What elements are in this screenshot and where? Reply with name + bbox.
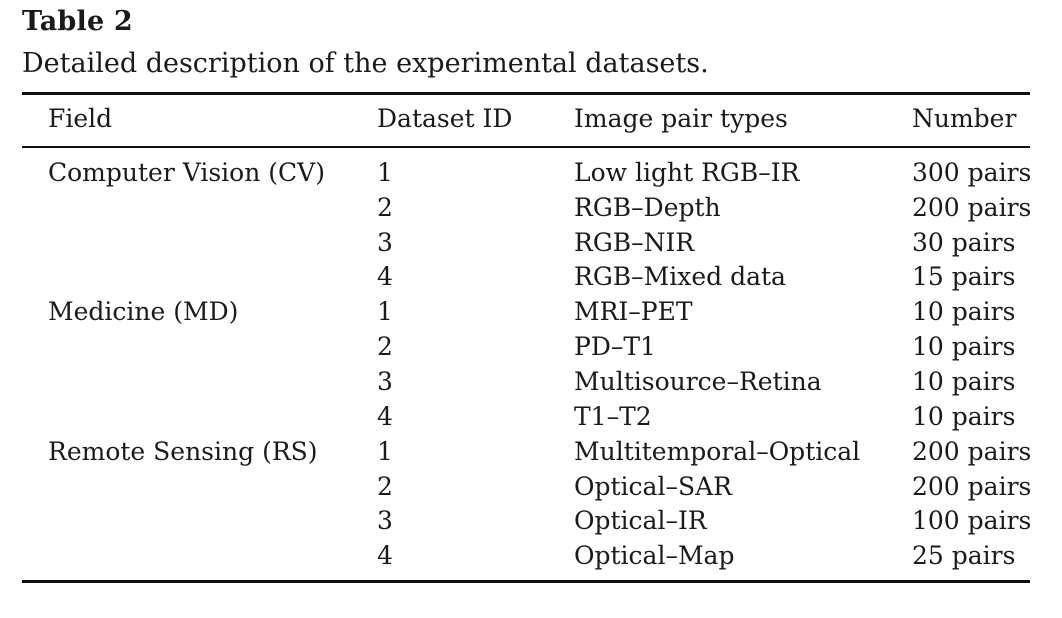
- table-caption: Detailed description of the experimental…: [22, 48, 709, 79]
- cell-number: 10 pairs: [912, 402, 1016, 431]
- cell-image-pair-type: Multisource–Retina: [574, 367, 822, 396]
- cell-dataset-id: 2: [377, 332, 393, 361]
- cell-image-pair-type: MRI–PET: [574, 297, 693, 326]
- top-rule: [22, 92, 1030, 95]
- cell-number: 200 pairs: [912, 437, 1032, 466]
- cell-image-pair-type: Optical–SAR: [574, 472, 732, 501]
- cell-dataset-id: 4: [377, 402, 393, 431]
- cell-image-pair-type: RGB–Depth: [574, 193, 721, 222]
- cell-image-pair-type: Optical–IR: [574, 506, 707, 535]
- header-rule: [22, 146, 1030, 148]
- cell-number: 10 pairs: [912, 332, 1016, 361]
- cell-number: 10 pairs: [912, 367, 1016, 396]
- cell-dataset-id: 4: [377, 541, 393, 570]
- header-image-pair-types: Image pair types: [574, 104, 788, 133]
- cell-dataset-id: 1: [377, 297, 393, 326]
- cell-number: 100 pairs: [912, 506, 1032, 535]
- cell-number: 15 pairs: [912, 262, 1016, 291]
- cell-field: Computer Vision (CV): [48, 158, 325, 187]
- cell-number: 200 pairs: [912, 472, 1032, 501]
- bottom-rule: [22, 580, 1030, 583]
- cell-dataset-id: 2: [377, 472, 393, 501]
- cell-image-pair-type: Multitemporal–Optical: [574, 437, 861, 466]
- header-number: Number: [912, 104, 1017, 133]
- header-field: Field: [48, 104, 113, 133]
- cell-number: 30 pairs: [912, 228, 1016, 257]
- cell-number: 25 pairs: [912, 541, 1016, 570]
- cell-image-pair-type: RGB–Mixed data: [574, 262, 786, 291]
- cell-image-pair-type: Low light RGB–IR: [574, 158, 800, 187]
- cell-image-pair-type: RGB–NIR: [574, 228, 695, 257]
- cell-image-pair-type: Optical–Map: [574, 541, 735, 570]
- cell-dataset-id: 3: [377, 367, 393, 396]
- cell-number: 300 pairs: [912, 158, 1032, 187]
- cell-image-pair-type: PD–T1: [574, 332, 656, 361]
- cell-number: 200 pairs: [912, 193, 1032, 222]
- cell-dataset-id: 3: [377, 228, 393, 257]
- cell-dataset-id: 1: [377, 158, 393, 187]
- cell-number: 10 pairs: [912, 297, 1016, 326]
- cell-dataset-id: 3: [377, 506, 393, 535]
- cell-dataset-id: 2: [377, 193, 393, 222]
- cell-image-pair-type: T1–T2: [574, 402, 652, 431]
- cell-dataset-id: 1: [377, 437, 393, 466]
- cell-field: Remote Sensing (RS): [48, 437, 318, 466]
- table-title: Table 2: [22, 6, 133, 37]
- cell-field: Medicine (MD): [48, 297, 239, 326]
- header-dataset-id: Dataset ID: [377, 104, 513, 133]
- cell-dataset-id: 4: [377, 262, 393, 291]
